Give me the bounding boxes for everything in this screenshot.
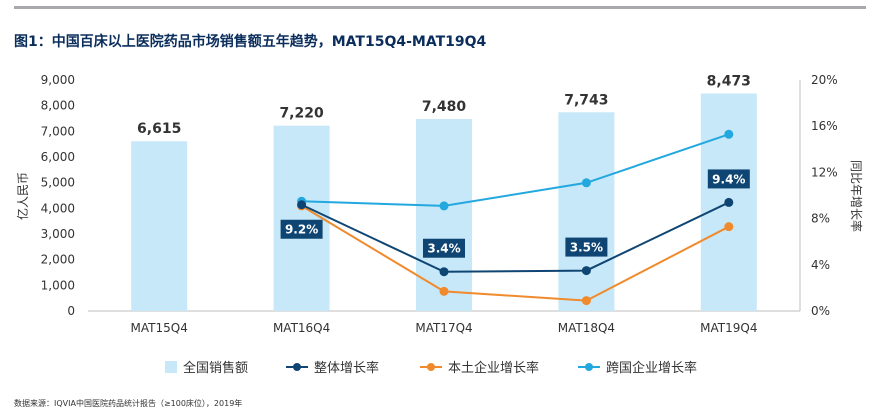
data-label: 3.5% xyxy=(570,241,603,255)
legend-label: 整体增长率 xyxy=(314,360,379,376)
y2-tick-label: 16% xyxy=(811,119,838,133)
series-point xyxy=(724,197,734,207)
y-tick-label: 0 xyxy=(67,304,75,318)
series-point xyxy=(439,286,449,296)
data-label-box xyxy=(707,169,750,189)
series-point xyxy=(439,201,449,211)
series-point xyxy=(297,200,307,210)
bar xyxy=(273,125,330,311)
bar xyxy=(558,112,615,311)
series-line xyxy=(301,133,730,207)
y2-tick-label: 0% xyxy=(811,304,830,318)
y2-tick-label: 20% xyxy=(811,73,838,87)
y-tick-label: 4,000 xyxy=(41,201,75,215)
series-point xyxy=(581,266,591,276)
bar-value-label: 6,615 xyxy=(137,121,181,137)
x-tick-label: MAT17Q4 xyxy=(415,321,472,335)
y-tick-label: 2,000 xyxy=(41,253,75,267)
legend-marker xyxy=(293,363,301,371)
legend-marker xyxy=(585,363,593,371)
data-label: 9.2% xyxy=(285,223,318,237)
series-line xyxy=(301,205,730,302)
legend-swatch xyxy=(165,361,177,373)
y-tick-label: 7,000 xyxy=(41,124,75,138)
series-point xyxy=(581,178,591,188)
series-point xyxy=(724,222,734,232)
legend-marker xyxy=(427,363,435,371)
y2-tick-label: 8% xyxy=(811,212,830,226)
y-axis-title: 亿人民币 xyxy=(15,172,30,220)
data-label-box xyxy=(565,237,608,257)
y2-tick-label: 12% xyxy=(811,165,838,179)
chart-title: 图1：中国百床以上医院药品市场销售额五年趋势，MAT15Q4-MAT19Q4 xyxy=(14,34,487,50)
bar-value-label: 7,220 xyxy=(279,106,324,122)
series-point xyxy=(724,129,734,139)
legend-label: 本土企业增长率 xyxy=(448,360,539,376)
series-point xyxy=(439,267,449,277)
source-note: 数据来源：IQVIA中国医院药品统计报告（≥100床位），2019年 xyxy=(14,399,243,408)
y-tick-label: 1,000 xyxy=(41,278,75,292)
series-line xyxy=(301,201,730,273)
data-label: 3.4% xyxy=(427,242,460,256)
x-tick-label: MAT18Q4 xyxy=(558,321,615,335)
x-tick-label: MAT15Q4 xyxy=(131,321,188,335)
x-tick-label: MAT19Q4 xyxy=(700,321,757,335)
bar-value-label: 7,743 xyxy=(564,92,608,108)
y-tick-label: 3,000 xyxy=(41,227,75,241)
y-tick-label: 9,000 xyxy=(41,73,75,87)
y2-tick-label: 4% xyxy=(811,258,830,272)
legend-label: 全国销售额 xyxy=(183,360,248,376)
legend-label: 跨国企业增长率 xyxy=(606,360,697,376)
bar xyxy=(416,119,472,311)
y-tick-label: 6,000 xyxy=(41,150,75,164)
x-tick-label: MAT16Q4 xyxy=(273,321,330,335)
bar-value-label: 8,473 xyxy=(707,74,751,90)
data-label: 9.4% xyxy=(712,172,745,186)
series-point xyxy=(581,296,591,306)
data-label-box xyxy=(423,238,465,258)
bar xyxy=(131,141,188,311)
bar-value-label: 7,480 xyxy=(422,99,467,115)
top-rule xyxy=(14,6,866,9)
y-tick-label: 5,000 xyxy=(41,176,75,190)
data-label-box xyxy=(280,219,323,239)
y-tick-label: 8,000 xyxy=(41,99,75,113)
y2-axis-title: 同比年增长率 xyxy=(849,160,864,232)
